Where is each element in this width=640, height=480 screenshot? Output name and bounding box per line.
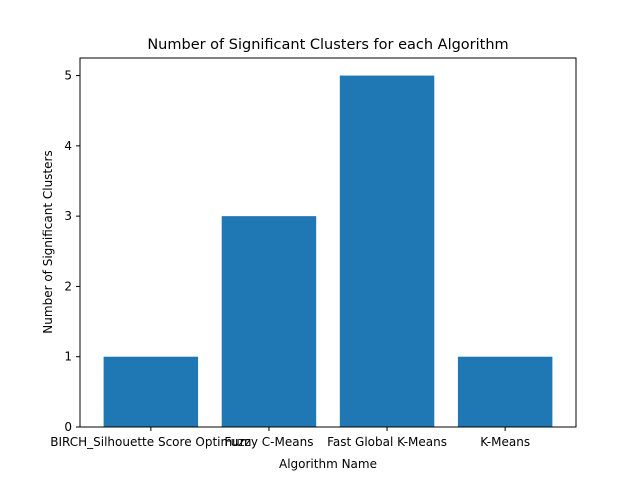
y-axis-label: Number of Significant Clusters [41, 150, 55, 333]
y-tick-label: 1 [64, 350, 72, 364]
y-axis-ticks: 0 1 2 3 4 5 [64, 69, 80, 434]
x-tick-label: Fast Global K-Means [327, 435, 447, 449]
y-tick-label: 5 [64, 69, 72, 83]
bar [221, 216, 317, 427]
x-tick-label: BIRCH_Silhouette Score Optimum [50, 435, 251, 449]
plot-frame [79, 57, 577, 428]
bar [339, 75, 435, 428]
x-tick-label: K-Means [480, 435, 530, 449]
y-tick-label: 4 [64, 139, 72, 153]
bars-group [103, 75, 553, 428]
bar [457, 356, 553, 427]
chart-title: Number of Significant Clusters for each … [147, 37, 508, 53]
y-tick-label: 0 [64, 420, 72, 434]
x-tick-label: Fuzzy C-Means [224, 435, 313, 449]
y-tick-label: 2 [64, 279, 72, 293]
y-tick-label: 3 [64, 209, 72, 223]
bar [103, 356, 199, 427]
x-axis-label: Algorithm Name [279, 457, 377, 471]
